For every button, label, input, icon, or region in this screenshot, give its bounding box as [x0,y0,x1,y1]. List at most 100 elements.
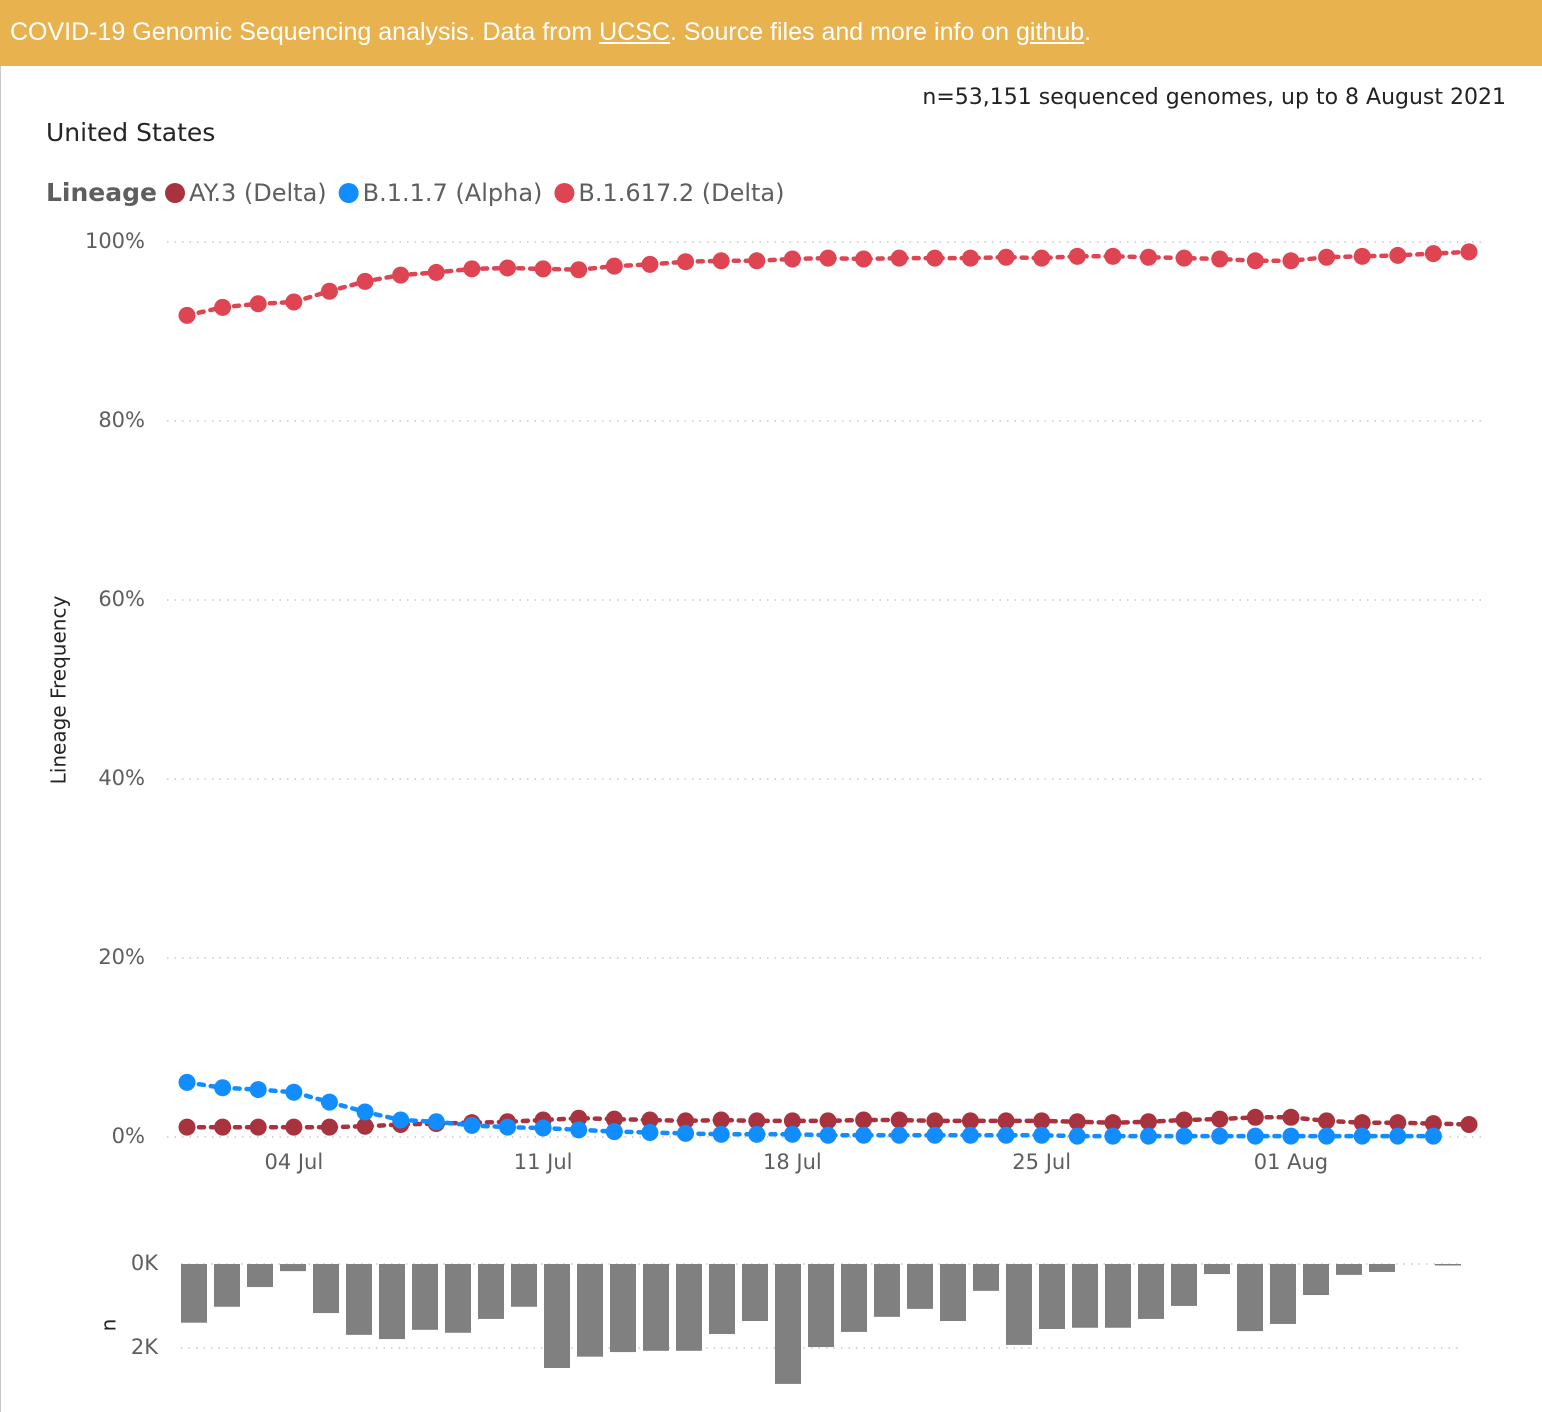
bar [610,1264,636,1353]
data-point [499,259,516,277]
data-point [890,249,908,267]
data-point [285,1083,303,1101]
header-text: . Source files and more info on [670,18,1017,46]
data-point [605,1123,623,1141]
header-text: . [1084,18,1092,46]
header-text: COVID-19 Genomic Sequencing analysis. Da… [10,18,600,46]
bar [1237,1264,1263,1332]
data-point [748,1125,766,1143]
data-point [926,1126,944,1144]
data-point [285,1118,303,1136]
y-tick-label: 2K [131,1335,159,1359]
legend-marker [338,183,359,203]
y-tick-label: 80% [98,408,145,432]
data-point [1068,247,1086,265]
data-point [1104,1114,1122,1132]
data-point [961,1112,979,1130]
bar [1105,1264,1131,1328]
bar [1270,1264,1296,1324]
data-point [1353,247,1371,265]
data-point [1389,246,1407,264]
data-point [178,1073,196,1091]
data-point [463,260,481,278]
bar [247,1264,273,1288]
legend-label: B.1.617.2 (Delta) [578,179,784,207]
bar [1138,1264,1164,1319]
data-point [712,1125,730,1143]
bar [1072,1264,1098,1328]
data-point [1211,1127,1229,1145]
data-point [1175,1127,1193,1145]
data-point [392,1111,410,1129]
bar [511,1264,537,1307]
data-point [320,282,338,300]
ucsc-link[interactable]: UCSC [599,18,670,46]
data-point [249,1118,267,1136]
bar [544,1264,570,1368]
bar [445,1264,471,1333]
x-tick-label: 11 Jul [514,1150,573,1174]
data-point [178,306,196,324]
data-point [890,1126,908,1144]
data-point [1353,1114,1371,1132]
data-point [463,1116,481,1134]
data-point [641,1124,659,1142]
x-tick-label: 18 Jul [763,1150,822,1174]
y-tick-label: 40% [98,766,145,790]
bar [973,1264,999,1291]
bar [280,1264,306,1272]
data-point [1424,1127,1442,1145]
data-point [783,1112,801,1130]
bar [709,1264,735,1335]
data-point [214,1079,232,1097]
data-point [1033,1112,1051,1130]
data-point [570,1121,588,1139]
data-point [712,252,730,270]
data-point [356,1117,374,1135]
bar [379,1264,405,1340]
x-tick-label: 25 Jul [1012,1150,1071,1174]
data-point [1104,1127,1122,1145]
bar [841,1264,867,1332]
bar [181,1264,207,1323]
data-point [783,250,801,268]
bar [214,1264,240,1307]
data-point [1424,245,1442,263]
data-point [214,1118,232,1136]
bar [346,1264,372,1335]
legend-label: AY.3 (Delta) [189,179,327,207]
bar [1171,1264,1197,1306]
data-point [677,1124,695,1142]
data-point [1282,252,1300,270]
data-point [712,1111,730,1129]
data-point [1424,1115,1442,1133]
data-point [1246,252,1264,270]
bar [1006,1264,1032,1345]
data-point [249,295,267,313]
data-point [427,263,445,281]
x-tick-label: 04 Jul [264,1150,323,1174]
data-point [1104,247,1122,265]
data-point [1246,1108,1264,1126]
data-point [1033,249,1051,267]
data-point [926,1112,944,1130]
series-line [184,1080,1436,1139]
github-link[interactable]: github [1016,18,1085,46]
data-point [819,1126,837,1144]
y-tick-label: 0% [112,1124,145,1148]
data-point [1460,243,1478,261]
data-point [1460,1115,1478,1133]
x-tick-label: 01 Aug [1254,1150,1328,1174]
bar [1039,1264,1065,1329]
data-point [356,1103,374,1121]
data-point [1318,1112,1336,1130]
data-point [1246,1127,1264,1145]
data-point [605,257,623,275]
data-point [356,272,374,290]
y-tick-label: 60% [98,587,145,611]
data-point [783,1125,801,1143]
data-point [1140,1127,1157,1145]
data-point [641,1111,659,1129]
data-point [819,249,837,267]
